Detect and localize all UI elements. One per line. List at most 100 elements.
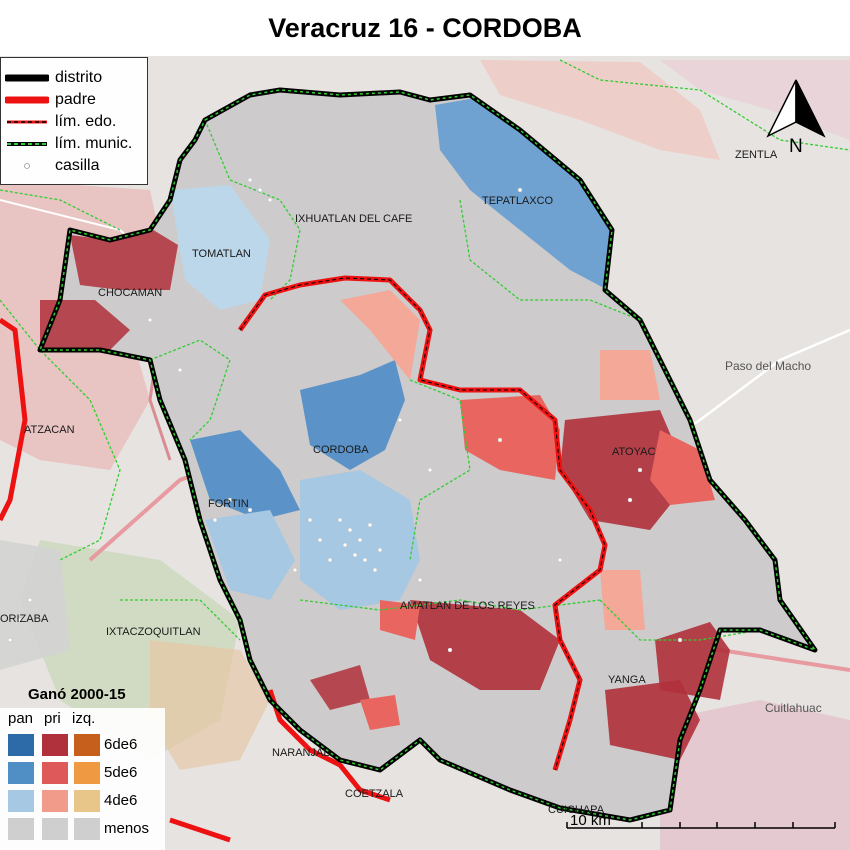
munic-line-7 <box>0 299 121 561</box>
casilla <box>27 597 33 603</box>
scale-label: 10 km <box>570 812 611 829</box>
munic-line-3 <box>149 339 231 441</box>
legend-swatch-padre <box>5 96 49 104</box>
casilla <box>637 677 643 683</box>
munic-line-2 <box>459 199 641 321</box>
north-arrow-right <box>795 79 826 138</box>
legend-label: lím. munic. <box>55 135 133 152</box>
swatch-pan-4de6 <box>8 790 34 812</box>
area-atoyac <box>560 410 690 530</box>
casilla-points <box>7 177 683 683</box>
casilla <box>352 552 358 558</box>
casilla <box>317 537 323 543</box>
basemap-orange-sw <box>150 640 270 770</box>
area-cordoba-blue <box>300 360 405 470</box>
muni-label-ixtaczoquitlan: IXTACZOQUITLAN <box>106 626 201 638</box>
muni-label-ixhuatlan: IXHUATLAN DEL CAFE <box>295 213 412 225</box>
area-chocaman <box>70 228 178 290</box>
casilla <box>147 317 153 323</box>
casilla <box>327 557 333 563</box>
muni-label-tomatlan: TOMATLAN <box>192 248 251 260</box>
casilla <box>347 527 353 533</box>
muni-label-yanga: YANGA <box>608 674 646 686</box>
north-label: N <box>789 136 803 154</box>
casilla <box>367 522 373 528</box>
area-red-central <box>460 395 560 480</box>
casilla <box>17 617 23 623</box>
padre-boundary <box>0 275 608 843</box>
swatch-izq-6de6 <box>74 734 100 756</box>
muni-label-cuichapa: CUICHAPA <box>548 804 605 816</box>
map-title: Veracruz 16 - CORDOBA <box>268 12 582 43</box>
casilla <box>357 537 363 543</box>
muni-label-atoyac: ATOYAC <box>612 446 655 458</box>
muni-label-atzacan: ATZACAN <box>24 424 75 436</box>
legend-level-4de6: 4de6 <box>104 792 138 809</box>
north-arrow: N <box>766 79 826 154</box>
munic-line-10 <box>559 59 850 151</box>
area-fortin-blue <box>190 430 300 520</box>
munic-line-11 <box>0 189 121 231</box>
legend-swatch-casilla <box>24 163 30 169</box>
casilla <box>247 177 253 183</box>
muni-label-naranjal: NARANJAL <box>272 747 329 759</box>
casilla <box>7 637 13 643</box>
swatch-pan-menos <box>8 818 34 840</box>
casilla <box>627 497 633 503</box>
munic-line-4 <box>409 379 471 561</box>
casilla <box>677 637 683 643</box>
municipality-labels: IXHUATLAN DEL CAFE TEPATLAXCO TOMATLAN C… <box>0 149 778 816</box>
area-naranjal-red <box>310 665 370 710</box>
muni-label-orizaba: ORIZABA <box>0 613 49 625</box>
munic-line-1 <box>204 119 301 301</box>
scale-bar <box>566 822 836 829</box>
basemap-areas <box>0 60 850 850</box>
legend-col-izq: izq. <box>72 710 96 727</box>
legend-results: Ganó 2000-15 pan pri izq. 6de6 5de6 4de6… <box>0 686 165 850</box>
basemap-urban-west <box>0 540 70 670</box>
swatch-pri-4de6 <box>42 790 68 812</box>
legend-item-padre: padre <box>5 90 96 110</box>
casilla <box>377 547 383 553</box>
area-yanga-south <box>605 680 700 760</box>
casilla <box>307 517 313 523</box>
legend-swatch-lim-edo <box>7 120 47 124</box>
muni-label-amatlan: AMATLAN DE LOS REYES <box>400 600 535 612</box>
area-tomatlan <box>170 185 270 310</box>
casilla <box>417 577 423 583</box>
casilla <box>257 187 263 193</box>
legend-item-lim-edo: lím. edo. <box>5 112 116 132</box>
casilla <box>337 517 343 523</box>
casilla <box>342 542 348 548</box>
swatch-pri-6de6 <box>42 734 68 756</box>
legend-results-panel: pan pri izq. 6de6 5de6 4de6 menos <box>0 708 165 850</box>
casilla <box>267 197 273 203</box>
casilla <box>212 517 218 523</box>
legend-label: padre <box>55 91 96 108</box>
area-fortin-light <box>205 510 295 600</box>
area-pink-east <box>650 430 715 505</box>
casilla <box>557 557 563 563</box>
casilla <box>397 417 403 423</box>
results-areas <box>40 90 815 820</box>
area-atoyac-pink <box>600 350 660 400</box>
casilla <box>517 187 523 193</box>
area-tepatlaxco <box>435 98 612 288</box>
casilla <box>447 647 453 653</box>
legend-col-pri: pri <box>44 710 61 727</box>
swatch-pan-6de6 <box>8 734 34 756</box>
map-canvas[interactable]: Paso del Macho Cuitlahuac IXHUATLAN DEL … <box>0 56 850 850</box>
casilla <box>427 467 433 473</box>
swatch-pri-menos <box>42 818 68 840</box>
casilla <box>497 437 503 443</box>
casilla <box>247 507 253 513</box>
area-amatlan-red <box>410 600 560 690</box>
muni-label-tepatlaxco: TEPATLAXCO <box>482 195 554 207</box>
basemap-pink-se <box>660 700 850 850</box>
swatch-pan-5de6 <box>8 762 34 784</box>
legend-col-pan: pan <box>8 710 34 727</box>
legend-swatch-lim-munic <box>7 142 47 146</box>
padre-line-south <box>169 817 231 843</box>
area-pink-south <box>600 570 645 630</box>
muni-label-fortin: FORTIN <box>208 498 249 510</box>
